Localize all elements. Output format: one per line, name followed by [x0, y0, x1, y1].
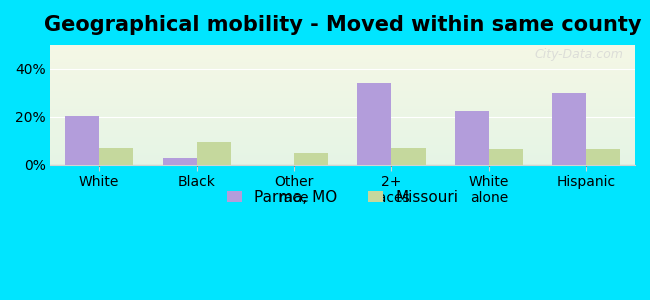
Bar	[65, 116, 99, 165]
Bar	[489, 149, 523, 165]
Bar	[294, 153, 328, 165]
Title: Geographical mobility - Moved within same county: Geographical mobility - Moved within sam…	[44, 15, 642, 35]
Legend: Parma, MO, Missouri: Parma, MO, Missouri	[221, 184, 465, 211]
Bar	[455, 111, 489, 165]
Bar	[99, 148, 133, 165]
Bar	[196, 142, 231, 165]
Bar	[162, 158, 196, 165]
Text: City-Data.com: City-Data.com	[534, 49, 623, 62]
Bar	[391, 148, 426, 165]
Bar	[552, 93, 586, 165]
Bar	[358, 83, 391, 165]
Bar	[586, 149, 620, 165]
